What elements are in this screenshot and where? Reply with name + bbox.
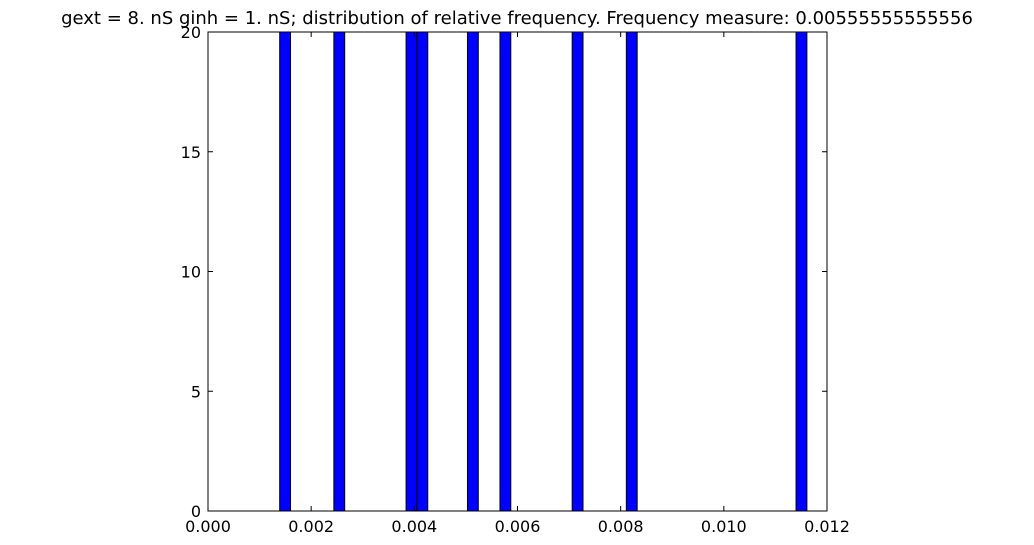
- histogram-bar-6: [499, 31, 512, 512]
- x-tick-label-7: 0.012: [804, 517, 850, 536]
- plot-frame: [207, 31, 828, 512]
- ticks-layer: 0.000 0.002 0.004 0.006 0.008 0.010 0.012 0 5 10 1…: [181, 23, 850, 536]
- histogram-bar-8: [625, 31, 638, 512]
- x-tick-label-2: 0.002: [288, 517, 334, 536]
- y-tick-label-4: 15: [181, 143, 201, 162]
- y-tick-label-2: 5: [191, 382, 201, 401]
- x-tick-label-1: 0.000: [185, 517, 231, 536]
- x-tick-label-6: 0.010: [701, 517, 747, 536]
- histogram-bar-1: [279, 31, 292, 512]
- y-tick-label-3: 10: [181, 263, 201, 282]
- histogram-bar-9: [795, 31, 808, 512]
- x-tick-label-5: 0.008: [598, 517, 644, 536]
- histogram-bar-7: [571, 31, 584, 512]
- x-tick-label-3: 0.004: [391, 517, 437, 536]
- histogram-bar-4: [416, 31, 429, 512]
- histogram-bar-5: [466, 31, 479, 512]
- histogram-bar-3: [405, 31, 418, 512]
- y-tick-label-1: 0: [191, 502, 201, 521]
- x-tick-label-4: 0.006: [495, 517, 541, 536]
- y-tick-label-5: 20: [181, 23, 201, 42]
- histogram-bar-2: [333, 31, 346, 512]
- bars-layer: [279, 31, 808, 512]
- chart-title: gext = 8. nS ginh = 1. nS; distribution …: [61, 8, 973, 29]
